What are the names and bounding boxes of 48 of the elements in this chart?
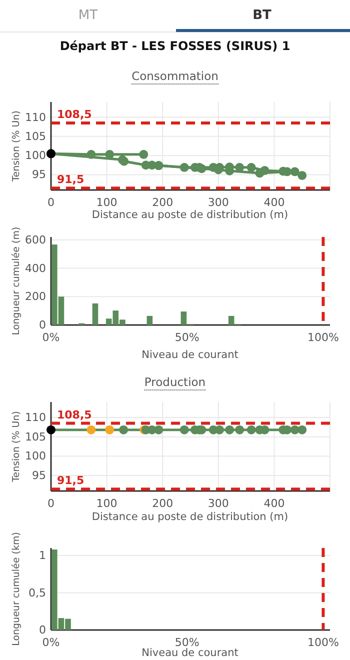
x-axis-title: Distance au poste de distribution (m) bbox=[92, 511, 288, 523]
y-tick-label: 100 bbox=[25, 149, 46, 162]
x-tick-label: 200 bbox=[152, 196, 174, 209]
ref-line-label: 91,5 bbox=[57, 474, 84, 488]
x-tick-label: 50% bbox=[174, 330, 200, 344]
chart-title: Consommation bbox=[132, 69, 218, 83]
y-tick-label: 95 bbox=[32, 469, 46, 482]
x-tick-label: 0 bbox=[48, 196, 54, 209]
x-tick-label: 100% bbox=[307, 330, 339, 344]
y-tick-label: 105 bbox=[25, 430, 46, 444]
text: MT bbox=[78, 8, 98, 23]
y-axis-title: Longueur cumulée (m) bbox=[11, 226, 22, 336]
x-tick-label: 0 bbox=[48, 496, 54, 510]
y-tick-label: 105 bbox=[25, 130, 46, 143]
ref-line-label: 108,5 bbox=[57, 108, 92, 122]
y-tick-label: 400 bbox=[25, 262, 46, 275]
y-axis-title: Longueur cumulée (km) bbox=[11, 532, 22, 646]
y-tick-label: 0 bbox=[39, 318, 46, 332]
text: Départ BT - LES FOSSES (SIRUS) 1 bbox=[60, 39, 290, 53]
x-axis-title: Niveau de courant bbox=[142, 647, 238, 659]
y-tick-label: 95 bbox=[32, 168, 46, 182]
y-tick-label: 0,5 bbox=[28, 586, 46, 600]
x-tick-label: 0% bbox=[42, 636, 60, 649]
ref-line-label: 91,5 bbox=[57, 173, 84, 186]
text: BT bbox=[252, 8, 272, 23]
x-tick-label: 100 bbox=[96, 496, 118, 510]
x-tick-label: 200 bbox=[152, 496, 174, 510]
y-axis-title: Tension (% Un) bbox=[11, 110, 22, 182]
y-tick-label: 600 bbox=[25, 233, 46, 246]
y-tick-label: 1 bbox=[39, 548, 46, 562]
x-tick-label: 100 bbox=[96, 196, 118, 209]
y-tick-label: 200 bbox=[25, 290, 46, 304]
ref-line-label: 108,5 bbox=[57, 408, 92, 422]
x-tick-label: 50% bbox=[174, 636, 200, 649]
x-axis-title: Niveau de courant bbox=[142, 349, 238, 361]
y-axis-title: Tension (% Un) bbox=[11, 411, 22, 483]
x-tick-label: 400 bbox=[264, 196, 285, 209]
y-tick-label: 110 bbox=[25, 110, 46, 124]
x-tick-label: 400 bbox=[264, 496, 285, 510]
x-axis-title: Distance au poste de distribution (m) bbox=[92, 209, 288, 221]
chart-title: Production bbox=[144, 375, 206, 389]
x-tick-label: 300 bbox=[208, 496, 229, 510]
y-tick-label: 0 bbox=[39, 624, 46, 637]
y-tick-label: 100 bbox=[25, 450, 46, 463]
y-tick-label: 110 bbox=[25, 411, 46, 424]
x-tick-label: 100% bbox=[307, 636, 339, 649]
x-tick-label: 300 bbox=[208, 196, 229, 209]
x-tick-label: 0% bbox=[42, 330, 60, 344]
